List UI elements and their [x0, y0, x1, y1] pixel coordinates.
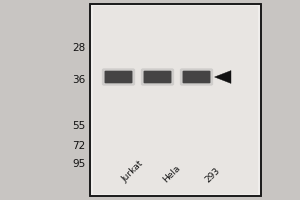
FancyBboxPatch shape — [182, 71, 211, 83]
Text: 28: 28 — [72, 43, 86, 53]
Text: 95: 95 — [72, 159, 86, 169]
Bar — [90, 4, 261, 196]
Text: 36: 36 — [72, 75, 86, 85]
Text: Jurkat: Jurkat — [120, 159, 145, 184]
FancyBboxPatch shape — [102, 68, 135, 86]
Text: 72: 72 — [72, 141, 86, 151]
Text: 55: 55 — [72, 121, 86, 131]
Text: 293: 293 — [204, 166, 222, 184]
FancyBboxPatch shape — [141, 68, 174, 86]
Bar — [93, 6, 258, 194]
Bar — [90, 4, 261, 196]
FancyBboxPatch shape — [180, 68, 213, 86]
FancyBboxPatch shape — [105, 71, 133, 83]
FancyBboxPatch shape — [144, 71, 172, 83]
Text: Hela: Hela — [162, 163, 182, 184]
Polygon shape — [214, 71, 231, 83]
